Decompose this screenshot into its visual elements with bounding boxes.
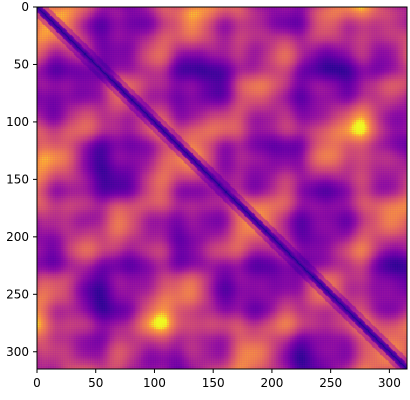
x-axis-tick-label: 50: [88, 376, 103, 390]
x-axis-tick-label: 0: [33, 376, 41, 390]
y-axis-tick-label: 300: [6, 345, 29, 359]
heatmap-image: [37, 7, 407, 369]
y-axis-tick-label: 150: [6, 172, 29, 186]
x-axis-tick-label: 200: [260, 376, 283, 390]
plot-area: [37, 7, 407, 369]
y-axis-tick-label: 200: [6, 230, 29, 244]
x-axis-tick-label: 100: [143, 376, 166, 390]
x-axis-tick-label: 250: [319, 376, 342, 390]
x-axis-tick-label: 300: [378, 376, 401, 390]
y-axis-tick-label: 250: [6, 287, 29, 301]
y-axis-tick-label: 100: [6, 115, 29, 129]
y-axis-tick-label: 0: [21, 0, 29, 14]
plot-frame: [36, 6, 408, 370]
x-axis-tick-label: 150: [202, 376, 225, 390]
y-axis-tick-label: 50: [14, 57, 29, 71]
